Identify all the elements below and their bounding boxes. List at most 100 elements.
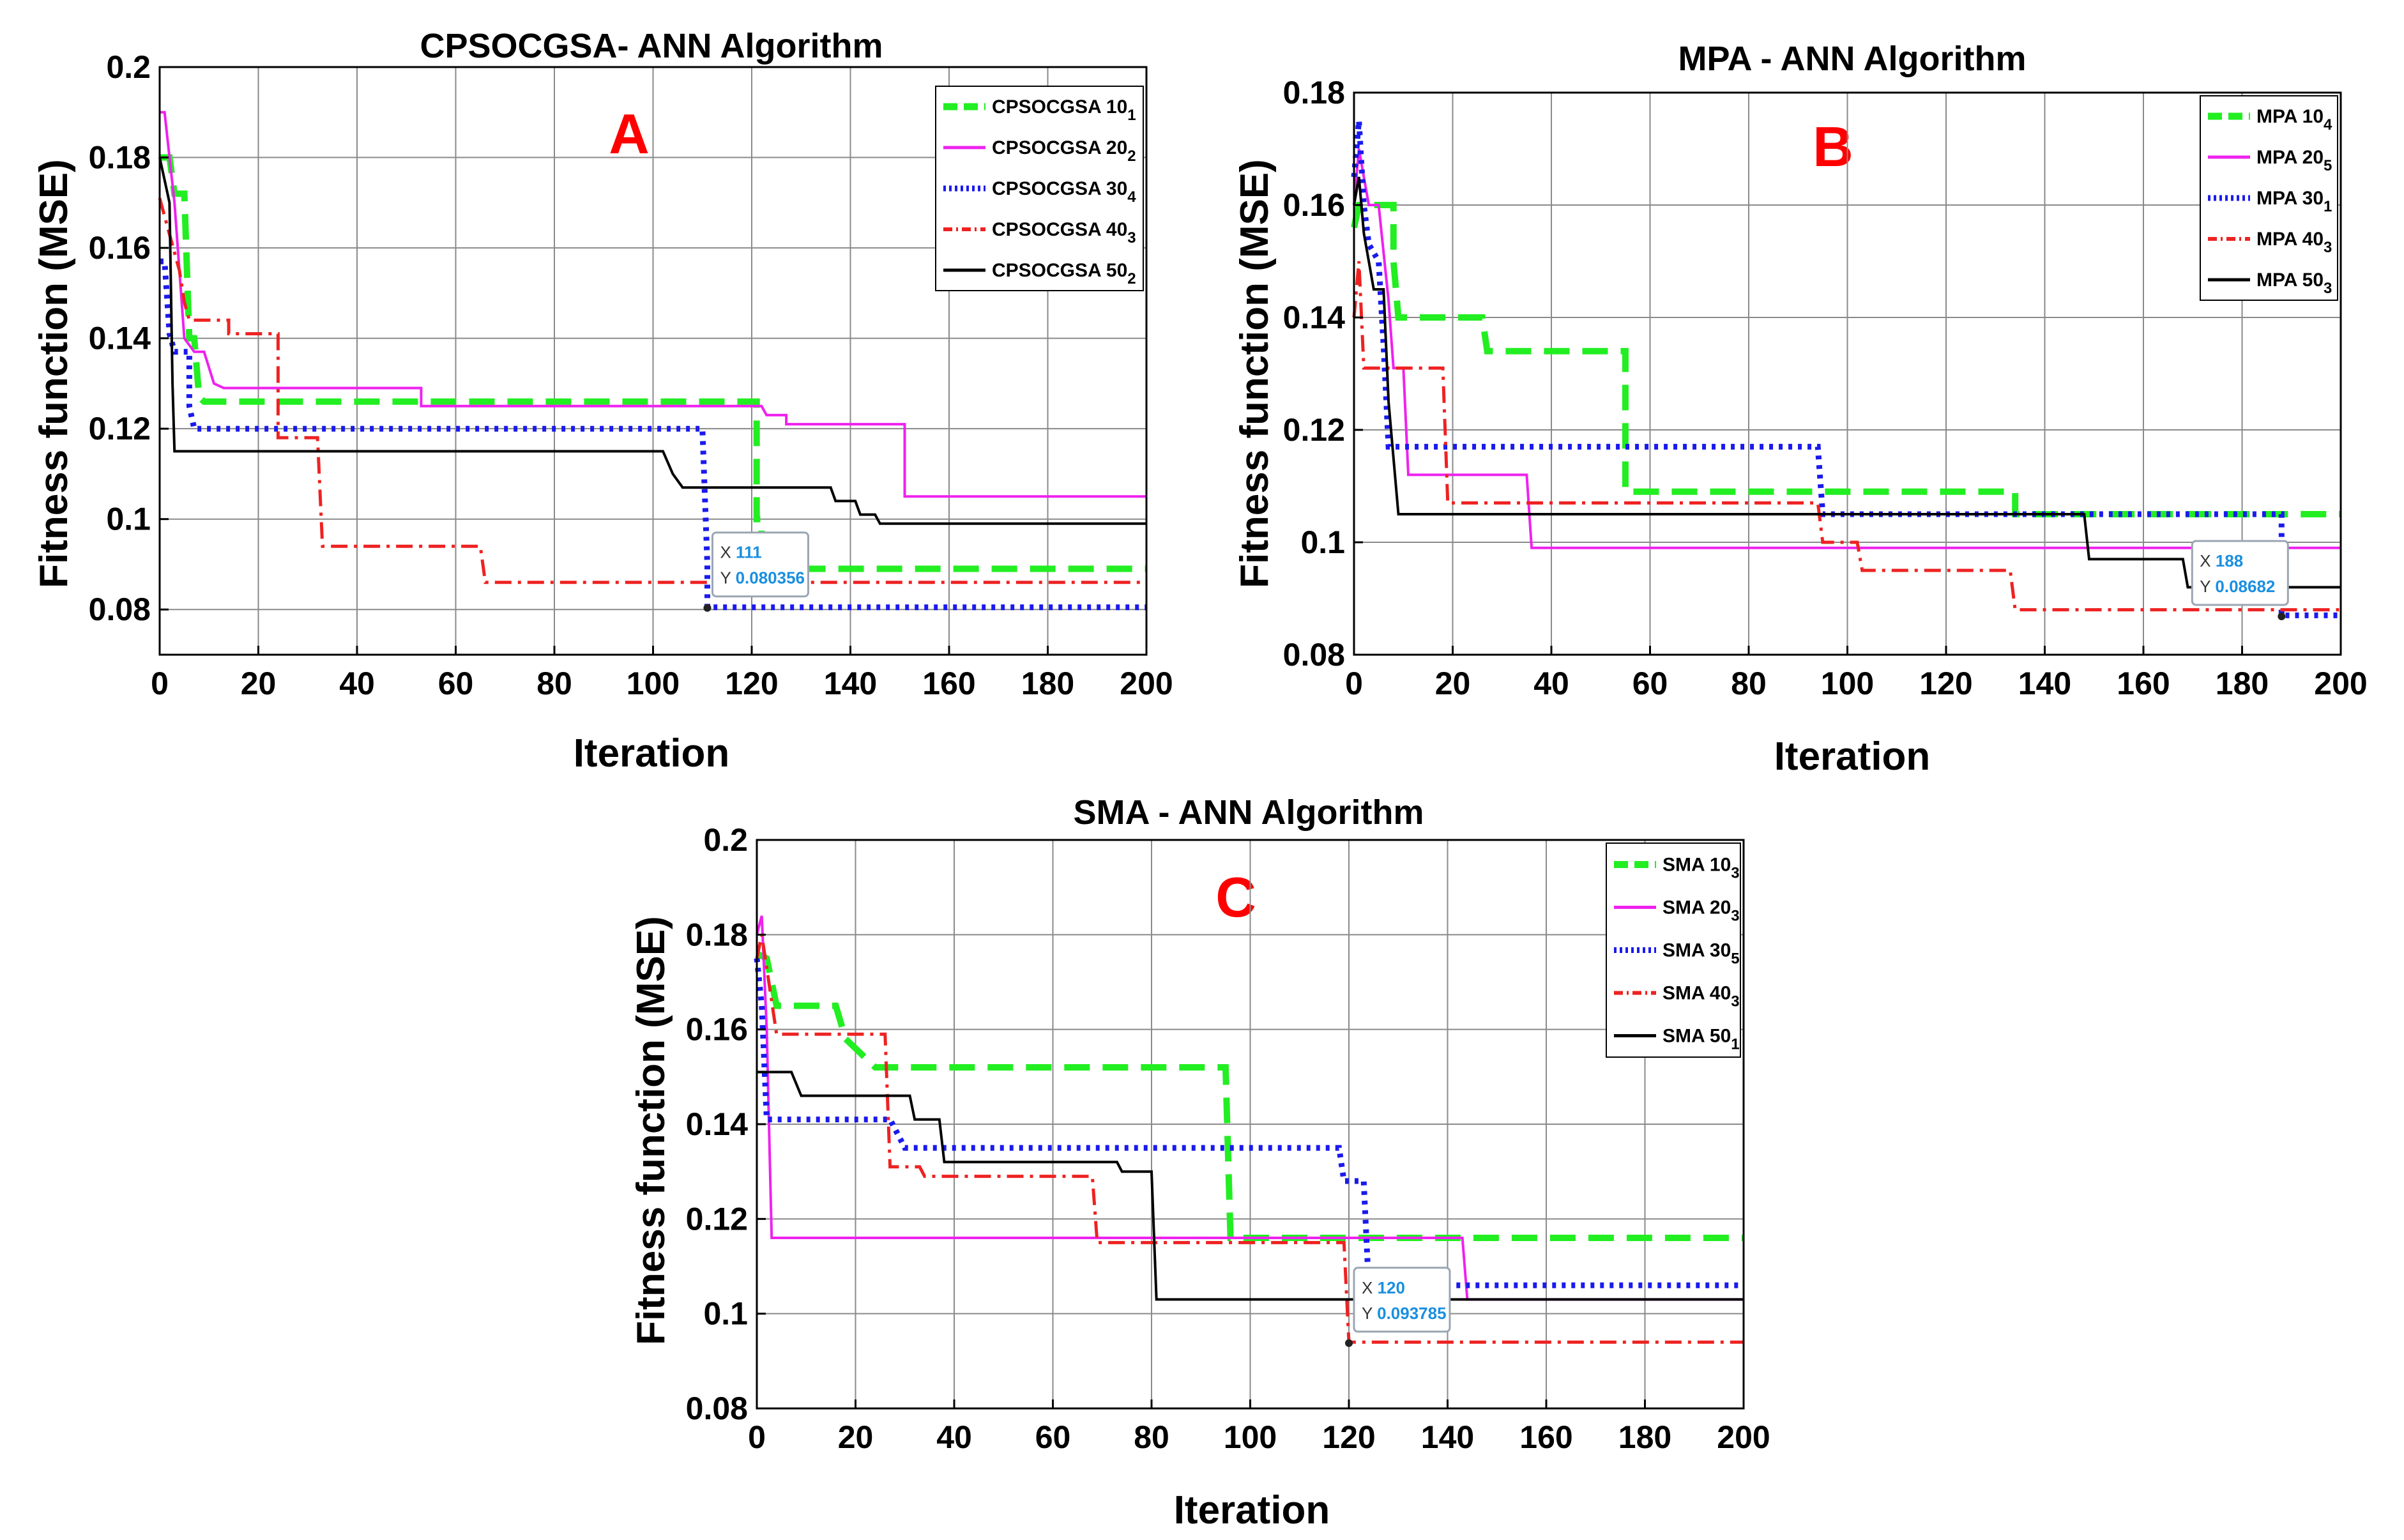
chart-a-xtick-label: 40: [339, 666, 375, 701]
chart-b-legend-name: MPA 50: [2256, 270, 2324, 291]
chart-b-datatip-y: Y 0.08682: [2200, 577, 2275, 596]
chart-b-legend-name: MPA 10: [2256, 106, 2324, 127]
chart-c-datatip-marker[interactable]: [1345, 1339, 1353, 1347]
chart-b-datatip-value: 188: [2216, 551, 2243, 570]
chart-c-xlabel: Iteration: [1174, 1488, 1330, 1532]
chart-a-legend-label-5: CPSOCGSA 502: [992, 260, 1136, 287]
chart-a-datatip-marker[interactable]: [703, 604, 711, 612]
chart-a-legend-label-3: CPSOCGSA 304: [992, 178, 1136, 206]
chart-a-legend-sub: 1: [1127, 107, 1136, 124]
chart-a-legend: CPSOCGSA 101 CPSOCGSA 202 CPSOCGSA 304 CPSO…: [935, 86, 1144, 291]
chart-c-ytick-label: 0.18: [686, 917, 748, 952]
chart-c-legend-name: SMA 30: [1662, 940, 1731, 961]
chart-c-xtick-label: 20: [838, 1419, 874, 1455]
chart-b-legend-sub: 1: [2324, 198, 2332, 215]
chart-a-legend-sub: 2: [1127, 148, 1136, 165]
chart-c-legend-name: SMA 50: [1662, 1026, 1731, 1047]
chart-a-series-group: [158, 111, 1146, 611]
chart-b-xtick-label: 60: [1632, 666, 1668, 701]
chart-a-ytick-label: 0.18: [89, 140, 151, 176]
chart-a-ytick-label: 0.14: [89, 321, 151, 356]
chart-b-ytick-label: 0.14: [1283, 300, 1346, 335]
chart-a-legend-label-2: CPSOCGSA 202: [992, 137, 1136, 165]
chart-b-xtick-label: 160: [2117, 666, 2170, 701]
chart-b-ytick-label: 0.16: [1283, 187, 1345, 223]
chart-a-ylabel: Fitness function (MSE): [32, 159, 76, 588]
chart-c-datatip-box: [1353, 1267, 1451, 1333]
chart-a-xtick-label: 100: [627, 666, 680, 701]
chart-b-datatip[interactable]: X 188 Y 0.08682: [2191, 540, 2289, 620]
chart-c-legend-sub: 3: [1731, 908, 1739, 925]
chart-b-datatip-x: X 188: [2200, 551, 2243, 570]
chart-b-legend-name: MPA 30: [2256, 188, 2324, 209]
chart-b-ytick-label: 0.08: [1283, 637, 1345, 673]
chart-a-legend-sub: 4: [1127, 188, 1136, 206]
chart-a-legend-box: [935, 86, 1144, 291]
chart-b-legend-label-2: MPA 205: [2256, 147, 2332, 174]
chart-b-ticks: 0 20 40 60 80 100 120 140 160 180 200 0.08 0.1 0.12 0.…: [1283, 75, 2368, 701]
chart-c-legend-label-3: SMA 305: [1662, 940, 1740, 968]
chart-c-datatip-y: Y 0.093785: [1362, 1304, 1447, 1323]
chart-c-xtick-label: 100: [1224, 1419, 1277, 1455]
chart-b-xtick-label: 120: [1919, 666, 1972, 701]
chart-c-legend-label-4: SMA 403: [1662, 983, 1740, 1010]
panel-a: CPSOCGSA- ANN Algorithm A Iteration Fitn…: [32, 27, 1173, 775]
chart-a-datatip-x: X 111: [720, 543, 761, 562]
chart-a-ytick-label: 0.16: [89, 230, 151, 266]
chart-a-series-2-line: [160, 111, 1146, 498]
chart-b-datatip-prefix: X: [2200, 551, 2216, 570]
chart-c-legend-name: SMA 20: [1662, 897, 1731, 919]
chart-a-datatip-box: [711, 531, 809, 598]
chart-c-xtick-label: 180: [1618, 1419, 1671, 1455]
chart-b-xtick-label: 200: [2314, 666, 2367, 701]
chart-c-legend-label-5: SMA 501: [1662, 1026, 1740, 1053]
chart-b-legend-sub: 4: [2324, 116, 2332, 133]
chart-a-xtick-label: 140: [824, 666, 877, 701]
chart-c-legend-name: SMA 40: [1662, 983, 1731, 1004]
chart-c-series-1-line: [755, 950, 1744, 1241]
chart-a-xtick-label: 120: [725, 666, 778, 701]
chart-c-series-5-line: [757, 1071, 1744, 1301]
chart-b-legend-label-1: MPA 104: [2256, 106, 2332, 133]
chart-b-xtick-label: 100: [1821, 666, 1874, 701]
chart-a-legend-label-1: CPSOCGSA 101: [992, 96, 1136, 124]
chart-b-xtick-label: 20: [1435, 666, 1471, 701]
chart-b-series-5-line: [1353, 176, 2341, 589]
chart-c-xtick-label: 140: [1421, 1419, 1474, 1455]
chart-a-legend-name: CPSOCGSA 50: [992, 260, 1127, 281]
chart-b-legend-name: MPA 20: [2256, 147, 2324, 168]
chart-b-title: MPA - ANN Algorithm: [1678, 40, 2027, 78]
chart-c-xtick-label: 200: [1717, 1419, 1770, 1455]
chart-a-xtick-label: 160: [922, 666, 975, 701]
chart-b-series-group: [1351, 120, 2341, 618]
chart-c-title: SMA - ANN Algorithm: [1074, 793, 1424, 832]
chart-b-plot: 0 20 40 60 80 100 120 140 160 180 200 0.08 0.1 0.12 0.…: [1283, 75, 2368, 701]
chart-c-ytick-label: 0.14: [686, 1106, 749, 1142]
chart-c-legend-box: [1606, 842, 1741, 1058]
chart-c-xtick-label: 160: [1519, 1419, 1572, 1455]
chart-c-datatip-value: 0.093785: [1377, 1304, 1446, 1323]
chart-b-legend-label-3: MPA 301: [2256, 188, 2332, 215]
chart-c-legend-label-1: SMA 103: [1662, 855, 1740, 882]
chart-c-ylabel: Fitness function (MSE): [629, 916, 673, 1345]
chart-b-series-3-line: [1351, 120, 2341, 618]
chart-c-series-group: [754, 915, 1744, 1344]
chart-b-datatip-prefix: Y: [2200, 577, 2215, 596]
chart-a-ytick-label: 0.1: [106, 501, 151, 537]
chart-b-legend-name: MPA 40: [2256, 229, 2324, 250]
chart-c-datatip-prefix: X: [1362, 1278, 1378, 1297]
chart-b-datatip-box: [2191, 540, 2289, 606]
chart-c-ticks: 0 20 40 60 80 100 120 140 160 180 200 0.08 0.1 0.12 0.…: [686, 822, 1770, 1455]
chart-c-legend-sub: 3: [1731, 865, 1739, 882]
chart-c-datatip-value: 120: [1378, 1278, 1405, 1297]
chart-a-xtick-label: 60: [438, 666, 474, 701]
chart-b-datatip-marker[interactable]: [2278, 612, 2286, 620]
chart-c-datatip[interactable]: X 120 Y 0.093785: [1345, 1267, 1451, 1347]
chart-b-panel-label: B: [1813, 115, 1853, 178]
chart-c-ytick-label: 0.12: [686, 1201, 748, 1237]
chart-b-series-1-line: [1351, 202, 2341, 517]
chart-c-series-4-line: [755, 934, 1744, 1344]
